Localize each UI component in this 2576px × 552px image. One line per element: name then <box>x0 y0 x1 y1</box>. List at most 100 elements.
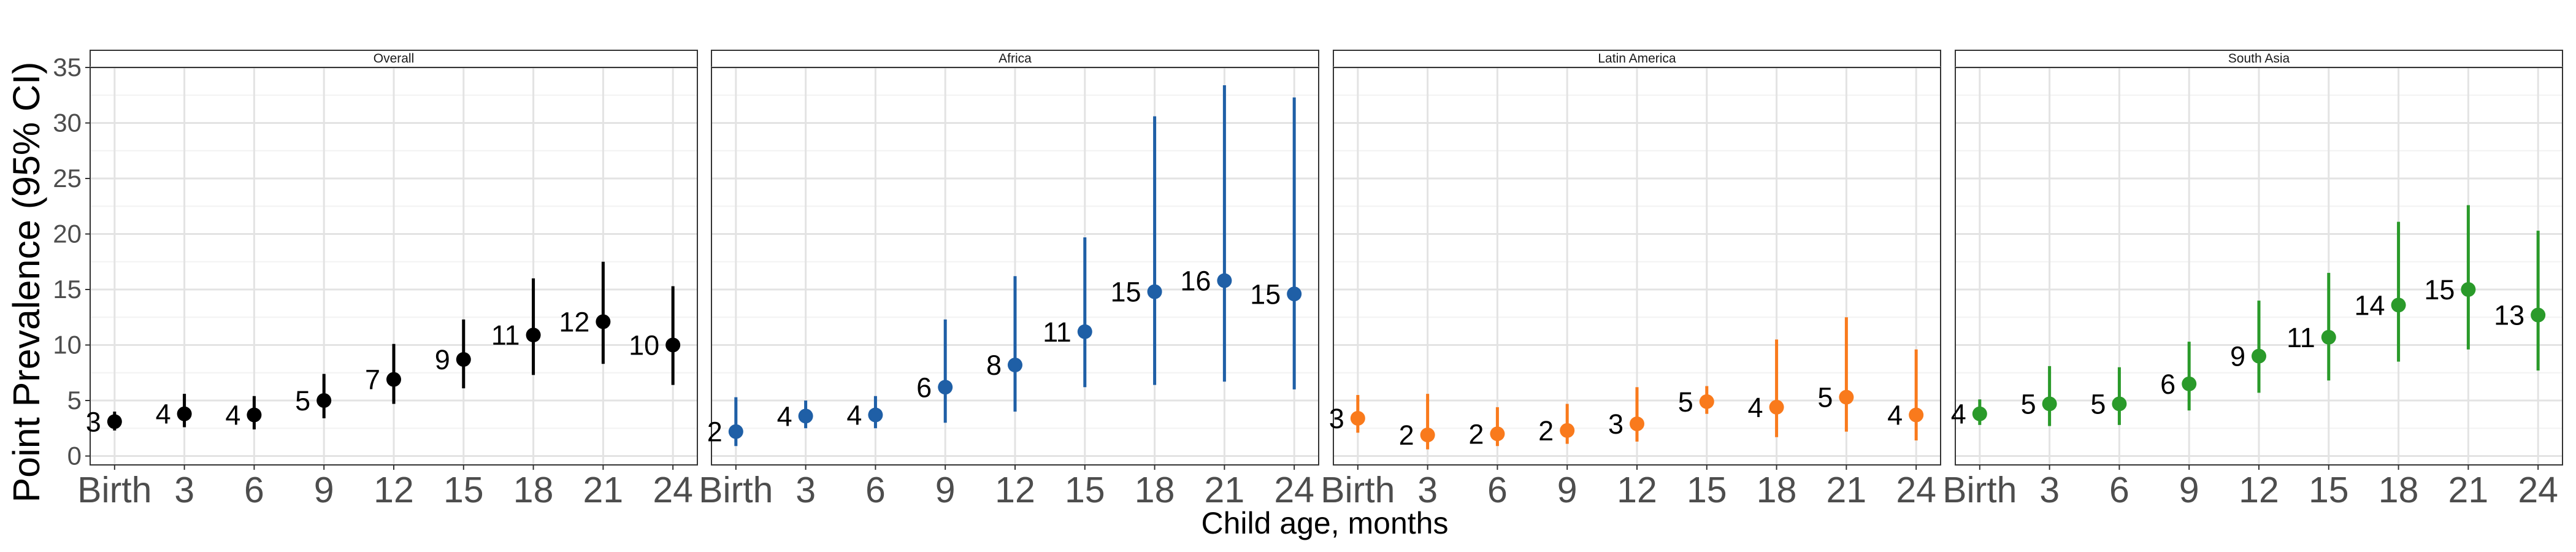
data-point <box>2321 329 2336 345</box>
x-tick-label: 24 <box>2518 470 2558 510</box>
x-tick-label: 6 <box>1487 470 1508 510</box>
data-point <box>1839 389 1854 405</box>
data-point <box>2042 396 2057 412</box>
y-tick-label: 30 <box>53 109 82 137</box>
x-tick-label: 21 <box>1205 470 1245 510</box>
data-point <box>728 424 743 439</box>
point-label: 15 <box>1250 278 1281 310</box>
point-label: 3 <box>1329 403 1344 434</box>
x-tick-label: Birth <box>1942 470 2017 510</box>
point-label: 15 <box>1111 277 1141 308</box>
point-label: 2 <box>707 416 723 448</box>
facet-title: South Asia <box>2228 52 2290 66</box>
x-axis-title: Child age, months <box>1201 506 1448 540</box>
point-label: 3 <box>1608 408 1623 440</box>
point-label: 9 <box>2230 341 2245 372</box>
y-tick-label: 0 <box>67 442 82 470</box>
point-label: 4 <box>1951 399 1966 430</box>
facet-strip <box>711 50 1319 68</box>
x-tick-label: 24 <box>1896 470 1936 510</box>
x-tick-label: Birth <box>1321 470 1395 510</box>
data-point <box>1147 284 1162 299</box>
x-tick-label: 9 <box>314 470 334 510</box>
data-point <box>1350 410 1365 426</box>
point-label: 5 <box>1817 382 1833 413</box>
x-tick-label: 12 <box>1617 470 1657 510</box>
point-label: 4 <box>777 401 792 432</box>
x-tick-label: 24 <box>1274 470 1314 510</box>
x-tick-label: 21 <box>1827 470 1867 510</box>
y-axis-title: Point Prevalence (95% CI) <box>6 62 47 503</box>
y-tick-label: 10 <box>53 331 82 359</box>
data-point <box>1909 407 1924 423</box>
facet-title: Overall <box>374 52 415 66</box>
point-label: 2 <box>1538 415 1554 447</box>
data-point <box>526 328 541 343</box>
data-point <box>1972 406 1987 421</box>
x-tick-label: 3 <box>1417 470 1438 510</box>
point-label: 13 <box>2494 300 2524 331</box>
x-tick-label: 3 <box>174 470 194 510</box>
x-tick-label: 3 <box>2039 470 2060 510</box>
data-point <box>1077 324 1092 339</box>
point-label: 11 <box>491 320 520 351</box>
point-label: 4 <box>156 399 171 430</box>
facet-title: Africa <box>999 52 1032 66</box>
point-label: 2 <box>1468 418 1484 450</box>
point-label: 3 <box>86 406 101 437</box>
x-tick-label: 12 <box>374 470 414 510</box>
point-label: 10 <box>629 330 659 361</box>
point-label: 11 <box>1043 316 1071 348</box>
point-label: 14 <box>2355 289 2385 321</box>
point-label: 9 <box>435 344 450 375</box>
x-tick-label: Birth <box>699 470 773 510</box>
point-label: 11 <box>2287 322 2315 353</box>
x-tick-label: 9 <box>2179 470 2199 510</box>
point-label: 6 <box>916 372 932 403</box>
data-point <box>1217 273 1232 288</box>
point-label: 5 <box>2090 388 2106 420</box>
data-point <box>107 414 122 429</box>
facet-south-asia: South Asia Birth 3 6 9 12 15 18 21 24 4 5 5 6 9 11 14 15 1… <box>1942 50 2563 510</box>
facet-title: Latin America <box>1598 52 1676 66</box>
x-tick-label: 6 <box>2109 470 2129 510</box>
facet-strip <box>1333 50 1941 68</box>
data-point <box>798 408 813 424</box>
facet-strip <box>1955 50 2563 68</box>
x-tick-label: 21 <box>583 470 624 510</box>
data-point <box>247 407 262 423</box>
point-label: 7 <box>365 364 380 396</box>
point-label: 8 <box>986 350 1002 381</box>
x-tick-label: 21 <box>2448 470 2489 510</box>
x-tick-label: 15 <box>1687 470 1727 510</box>
data-point <box>1769 399 1784 415</box>
data-point <box>2391 297 2406 313</box>
x-tick-label: 9 <box>1557 470 1577 510</box>
point-label: 5 <box>2021 388 2036 420</box>
x-tick-label: 9 <box>935 470 956 510</box>
data-point <box>938 380 953 395</box>
data-point <box>2182 376 2197 391</box>
data-point <box>2531 307 2546 323</box>
y-tick-label: 15 <box>53 275 82 304</box>
x-tick-label: 18 <box>1757 470 1797 510</box>
x-tick-label: 3 <box>795 470 816 510</box>
point-label: 4 <box>846 400 862 431</box>
x-tick-label: 18 <box>1135 470 1175 510</box>
data-point <box>456 352 471 367</box>
data-point <box>2252 348 2266 364</box>
y-tick-label: 25 <box>53 164 82 193</box>
data-point <box>1008 358 1022 373</box>
x-tick-label: 15 <box>443 470 484 510</box>
data-point <box>177 406 192 421</box>
data-point <box>2461 282 2476 297</box>
point-label: 4 <box>1887 400 1903 431</box>
point-label: 4 <box>225 400 240 431</box>
data-point <box>2112 396 2127 412</box>
data-point <box>386 372 401 387</box>
